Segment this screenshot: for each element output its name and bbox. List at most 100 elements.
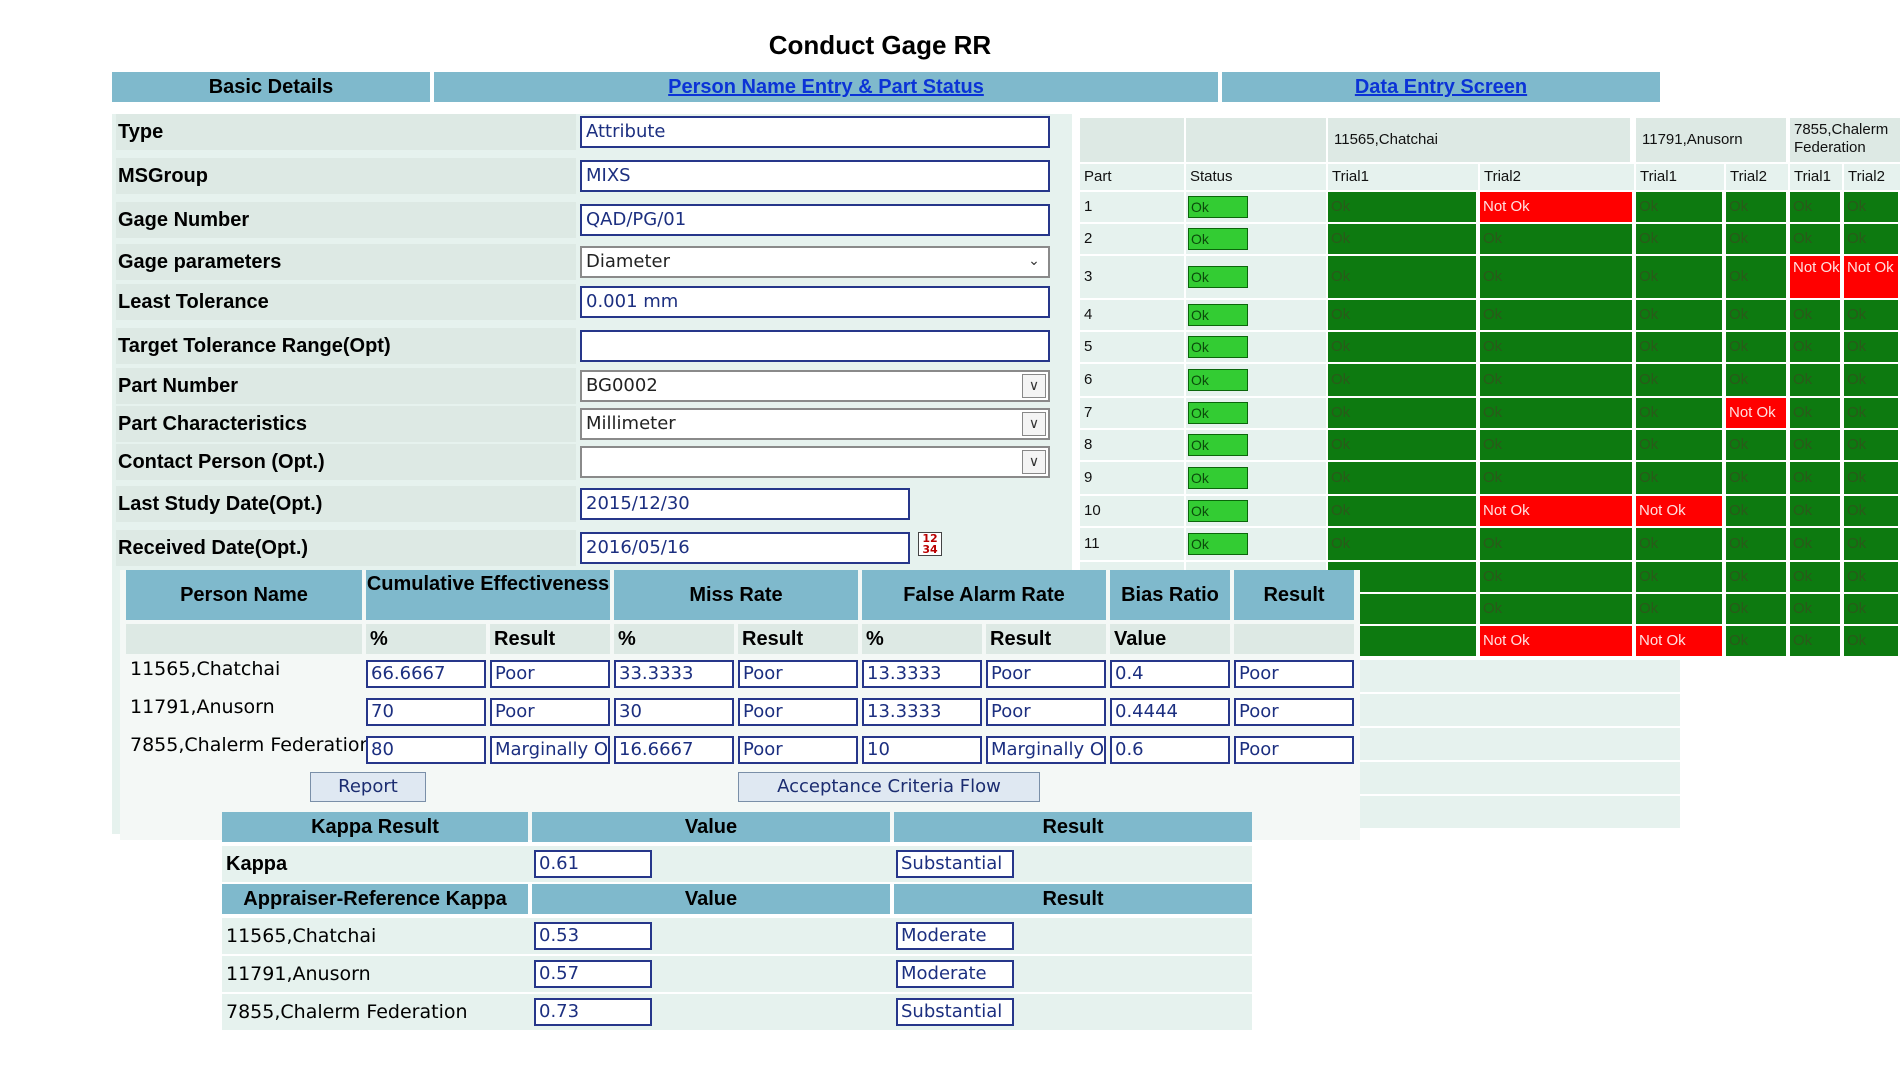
- ref-kappa-value-field[interactable]: 0.73: [534, 998, 652, 1026]
- target-tolerance-field[interactable]: [580, 330, 1050, 362]
- ref-kappa-value-field[interactable]: 0.53: [534, 922, 652, 950]
- mr-pct-field[interactable]: 30: [614, 698, 734, 726]
- contact-person-select[interactable]: ∨: [580, 446, 1050, 478]
- tab-data-entry-screen[interactable]: Data Entry Screen: [1222, 72, 1660, 102]
- kappa-header-col2: Value: [532, 812, 890, 842]
- fa-pct-field[interactable]: 13.3333: [862, 660, 982, 688]
- fa-result-field[interactable]: Marginally Ok: [986, 736, 1106, 764]
- trial-not-ok-cell: Not Ok: [1844, 256, 1898, 298]
- trial-ok-cell: Ok: [1328, 496, 1476, 526]
- gage-number-label: Gage Number: [116, 202, 576, 238]
- received-date-field[interactable]: 2016/05/16: [580, 532, 910, 564]
- bias-value-field[interactable]: 0.4: [1110, 660, 1230, 688]
- status-cell: Ok: [1186, 300, 1326, 330]
- status-ok-box: Ok: [1188, 434, 1248, 456]
- trial-ok-cell: Ok: [1328, 300, 1476, 330]
- trial-ok-cell: Ok: [1844, 626, 1898, 656]
- header-false-alarm-rate: False Alarm Rate: [862, 570, 1106, 620]
- type-field[interactable]: Attribute: [580, 116, 1050, 148]
- ref-kappa-header-col2: Value: [532, 884, 890, 914]
- ce-result-field[interactable]: Marginally Ok: [490, 736, 610, 764]
- mr-pct-field[interactable]: 16.6667: [614, 736, 734, 764]
- mr-pct-field[interactable]: 33.3333: [614, 660, 734, 688]
- fa-pct-field[interactable]: 13.3333: [862, 698, 982, 726]
- fa-result-field[interactable]: Poor: [986, 660, 1106, 688]
- tab-basic-details[interactable]: Basic Details: [112, 72, 430, 102]
- acceptance-criteria-flow-button[interactable]: Acceptance Criteria Flow: [738, 772, 1040, 802]
- header-miss-rate: Miss Rate: [614, 570, 858, 620]
- ce-result-field[interactable]: Poor: [490, 698, 610, 726]
- tab-person-name-entry[interactable]: Person Name Entry & Part Status: [434, 72, 1218, 102]
- ce-pct-field[interactable]: 70: [366, 698, 486, 726]
- grid-col-trial: Trial2: [1844, 164, 1900, 190]
- calendar-icon[interactable]: 12 34: [918, 532, 942, 556]
- trial-ok-cell: Ok: [1636, 256, 1722, 298]
- person-result-table: Person Name Cumulative Effectiveness Mis…: [120, 570, 1360, 840]
- mr-result-field[interactable]: Poor: [738, 660, 858, 688]
- result-field[interactable]: Poor: [1234, 698, 1354, 726]
- trial-ok-cell: Ok: [1726, 528, 1786, 560]
- trial-ok-cell: Ok: [1790, 192, 1840, 222]
- least-tolerance-field[interactable]: 0.001 mm: [580, 286, 1050, 318]
- bias-value-field[interactable]: 0.4444: [1110, 698, 1230, 726]
- trial-ok-cell: Ok: [1844, 528, 1898, 560]
- ref-kappa-result-field[interactable]: Substantial: [896, 998, 1014, 1026]
- status-cell: Ok: [1186, 332, 1326, 362]
- fa-result-field[interactable]: Poor: [986, 698, 1106, 726]
- trial-not-ok-cell: Not Ok: [1726, 398, 1786, 428]
- kappa-result-field[interactable]: Substantial: [896, 850, 1014, 878]
- tab-data-entry-screen-link[interactable]: Data Entry Screen: [1354, 76, 1528, 98]
- ref-kappa-row: 7855,Chalerm Federation 0.73 Substantial: [222, 994, 1252, 1030]
- gage-number-field[interactable]: QAD/PG/01: [580, 204, 1050, 236]
- ref-kappa-name: 7855,Chalerm Federation: [226, 1001, 468, 1023]
- last-study-date-field[interactable]: 2015/12/30: [580, 488, 910, 520]
- part-number-cell: 11: [1080, 528, 1184, 560]
- trial-ok-cell: Ok: [1726, 224, 1786, 254]
- kappa-header-col1: Kappa Result: [222, 812, 528, 842]
- result-field[interactable]: Poor: [1234, 736, 1354, 764]
- status-cell: Ok: [1186, 398, 1326, 428]
- trial-ok-cell: Ok: [1844, 594, 1898, 624]
- mr-result-field[interactable]: Poor: [738, 736, 858, 764]
- mr-result-field[interactable]: Poor: [738, 698, 858, 726]
- result-field[interactable]: Poor: [1234, 660, 1354, 688]
- trial-ok-cell: Ok: [1726, 594, 1786, 624]
- trial-ok-cell: Ok: [1844, 430, 1898, 460]
- msgroup-field[interactable]: MIXS: [580, 160, 1050, 192]
- chevron-down-icon: ∨: [1022, 374, 1046, 398]
- ce-result-field[interactable]: Poor: [490, 660, 610, 688]
- ref-kappa-result-field[interactable]: Moderate: [896, 922, 1014, 950]
- kappa-value-field[interactable]: 0.61: [534, 850, 652, 878]
- subheader-ce-result: Result: [490, 624, 610, 654]
- bias-value-field[interactable]: 0.6: [1110, 736, 1230, 764]
- trial-ok-cell: Ok: [1726, 496, 1786, 526]
- trial-ok-cell: Ok: [1726, 300, 1786, 330]
- person-name: 7855,Chalerm Federation: [130, 734, 372, 756]
- part-characteristics-select[interactable]: Millimeter ∨: [580, 408, 1050, 440]
- trial-ok-cell: Ok: [1480, 462, 1632, 494]
- trial-ok-cell: Ok: [1790, 300, 1840, 330]
- part-number-select[interactable]: BG0002 ∨: [580, 370, 1050, 402]
- trial-ok-cell: Ok: [1480, 300, 1632, 330]
- trial-ok-cell: Ok: [1636, 398, 1722, 428]
- trial-ok-cell: Ok: [1328, 398, 1476, 428]
- grid-col-trial: Trial1: [1636, 164, 1724, 190]
- tab-person-name-entry-link[interactable]: Person Name Entry & Part Status: [668, 76, 984, 98]
- header-bias-ratio: Bias Ratio: [1110, 570, 1230, 620]
- trial-ok-cell: Ok: [1328, 528, 1476, 560]
- ref-kappa-header-col3: Result: [894, 884, 1252, 914]
- trial-ok-cell: Ok: [1726, 192, 1786, 222]
- part-number-label: Part Number: [116, 368, 576, 404]
- gage-parameters-select[interactable]: Diameter ⌄: [580, 246, 1050, 278]
- report-button[interactable]: Report: [310, 772, 426, 802]
- ce-pct-field[interactable]: 66.6667: [366, 660, 486, 688]
- ce-pct-field[interactable]: 80: [366, 736, 486, 764]
- ref-kappa-value-field[interactable]: 0.57: [534, 960, 652, 988]
- ref-kappa-result-field[interactable]: Moderate: [896, 960, 1014, 988]
- header-person-name: Person Name: [126, 570, 362, 620]
- last-study-date-label: Last Study Date(Opt.): [116, 486, 576, 522]
- fa-pct-field[interactable]: 10: [862, 736, 982, 764]
- appraiser-header: 11791,Anusorn: [1636, 118, 1786, 162]
- last-study-date-row: Last Study Date(Opt.) 2015/12/30: [112, 486, 1072, 522]
- trial-ok-cell: Ok: [1328, 430, 1476, 460]
